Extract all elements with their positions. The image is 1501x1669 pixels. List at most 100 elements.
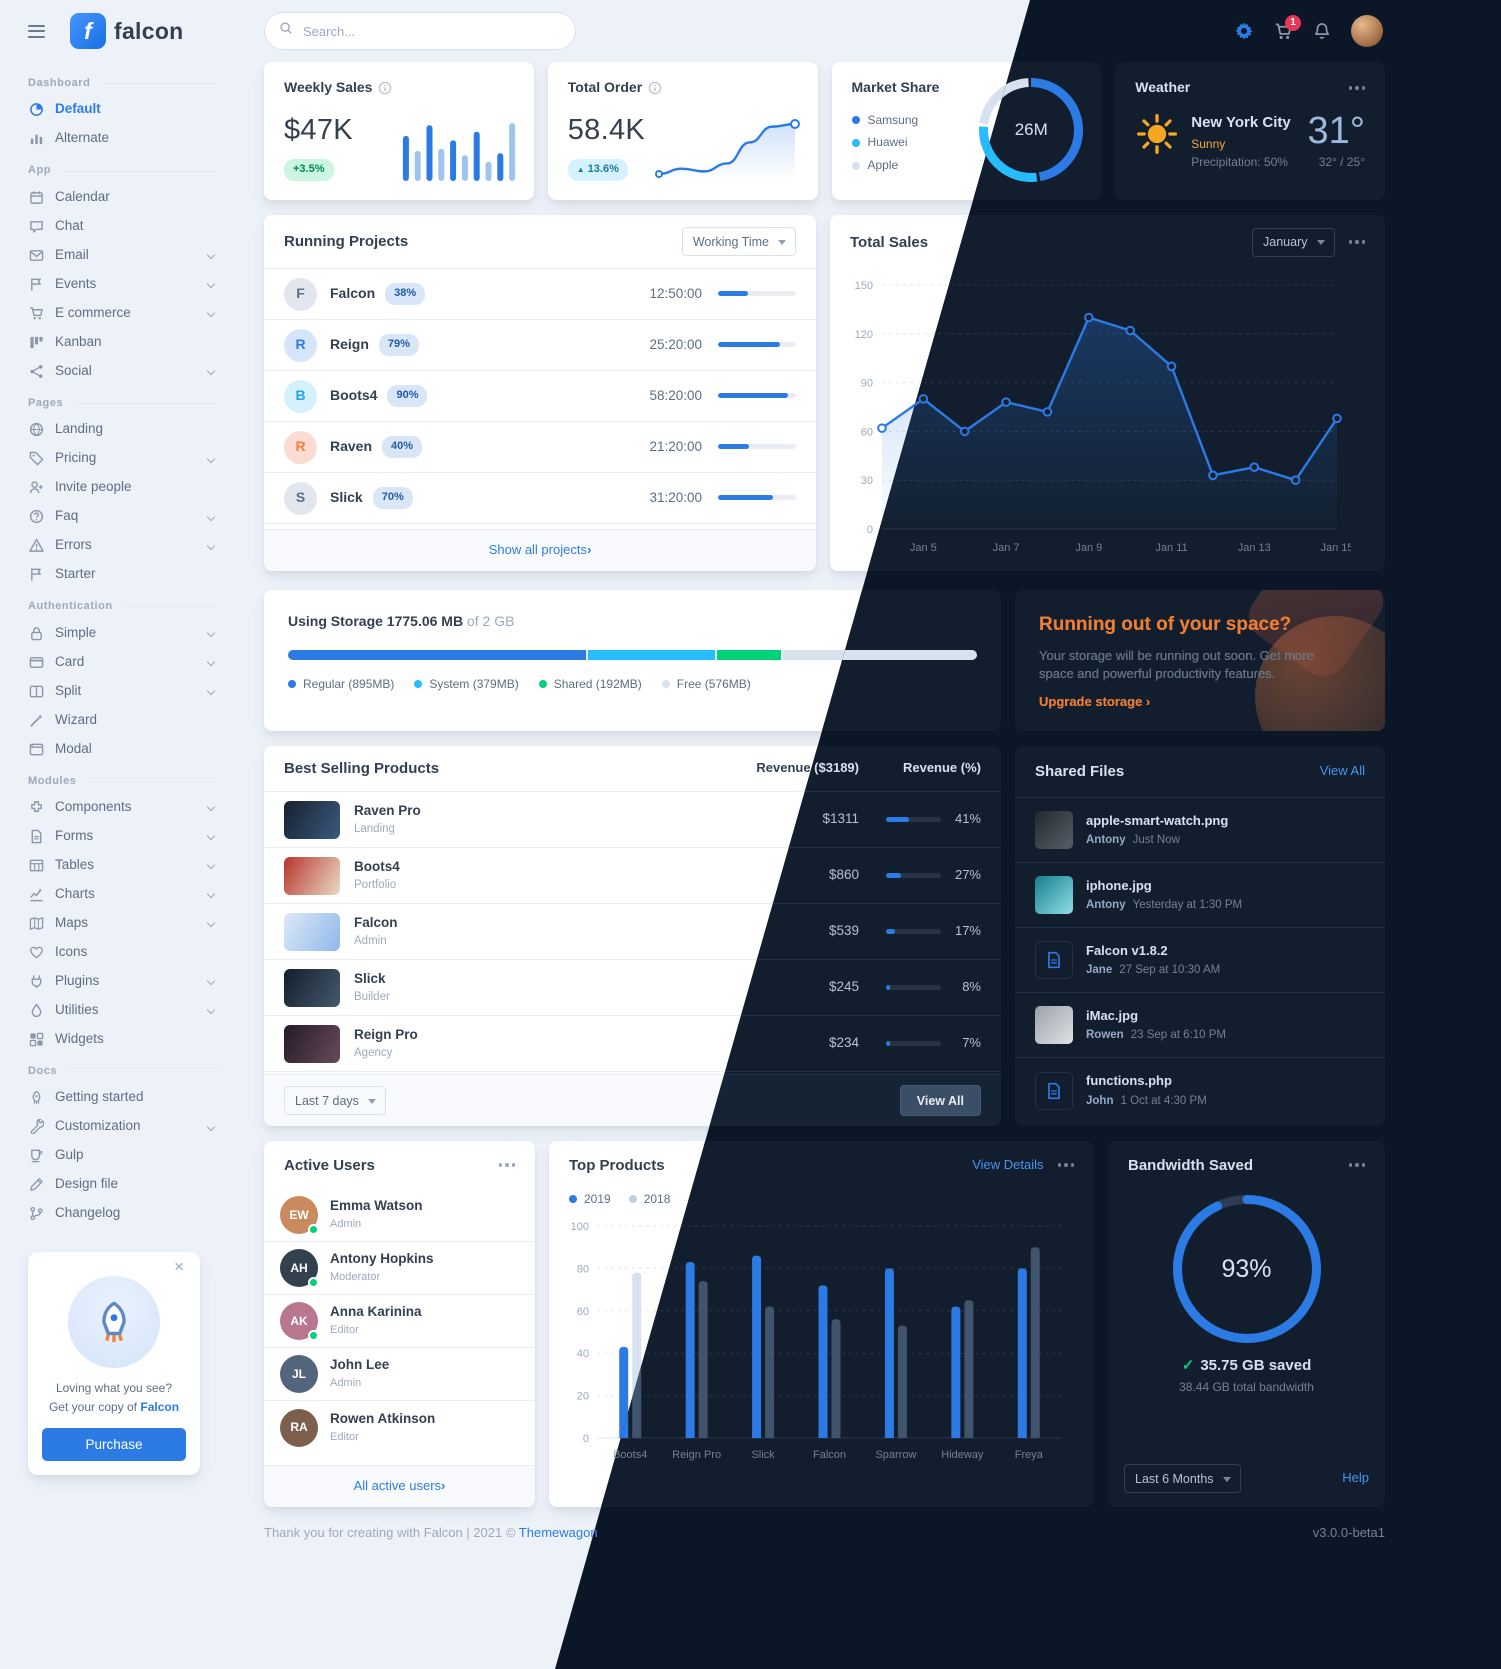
file-name-link[interactable]: iphone.jpg (1086, 877, 1152, 893)
sidebar-item-errors[interactable]: Errors (28, 531, 220, 560)
table-icon (28, 857, 44, 873)
user-name-link[interactable]: Anna Karinina (330, 1304, 422, 1320)
sidebar-item-charts[interactable]: Charts (28, 880, 220, 909)
sidebar-item-widgets[interactable]: Widgets (28, 1025, 220, 1054)
chevron-down-icon (206, 541, 216, 550)
more-options-icon[interactable] (498, 1163, 515, 1167)
hamburger-menu-button[interactable] (28, 24, 50, 38)
falcon-logo[interactable]: f falcon (70, 13, 184, 49)
sidebar-item-design-file[interactable]: Design file (28, 1170, 220, 1199)
sidebar-item-email[interactable]: Email (28, 241, 220, 270)
sidebar-item-e-commerce[interactable]: E commerce (28, 299, 220, 328)
sidebar-item-label: Components (55, 799, 132, 814)
month-select[interactable]: January (1252, 227, 1335, 257)
purchase-button[interactable]: Purchase (42, 1427, 186, 1461)
close-icon[interactable]: × (168, 1256, 190, 1278)
user-name-link[interactable]: Emma Watson (330, 1198, 423, 1214)
notifications-bell-button[interactable] (1313, 22, 1331, 40)
sidebar-item-forms[interactable]: Forms (28, 822, 220, 851)
svg-text:60: 60 (861, 426, 873, 438)
period-select[interactable]: Last 7 days (284, 1086, 386, 1115)
more-options-icon[interactable] (1057, 1163, 1074, 1167)
sidebar-item-utilities[interactable]: Utilities (28, 996, 220, 1025)
legend-item: Apple (851, 157, 1082, 174)
file-name-link[interactable]: Falcon v1.8.2 (1086, 942, 1168, 958)
user-name-link[interactable]: John Lee (330, 1357, 390, 1373)
sidebar-item-plugins[interactable]: Plugins (28, 967, 220, 996)
sidebar-item-label: Gulp (55, 1147, 84, 1163)
info-icon[interactable] (378, 81, 392, 95)
working-time-select[interactable]: Working Time (681, 227, 796, 256)
sidebar-item-default[interactable]: Default (28, 95, 220, 124)
sidebar-item-maps[interactable]: Maps (28, 909, 220, 938)
user-name-link[interactable]: Rowen Atkinson (330, 1410, 436, 1426)
file-name-link[interactable]: apple-smart-watch.png (1086, 812, 1229, 828)
file-name-link[interactable]: functions.php (1086, 1073, 1172, 1089)
months-select[interactable]: Last 6 Months (1124, 1464, 1241, 1493)
file-user-link[interactable]: Jane (1086, 964, 1113, 977)
sidebar-item-events[interactable]: Events (28, 270, 220, 299)
file-user-link[interactable]: Antony (1086, 899, 1126, 912)
market-share-title: Market Share (851, 79, 940, 95)
info-icon[interactable] (648, 81, 662, 95)
sidebar-item-kanban[interactable]: Kanban (28, 328, 220, 357)
more-options-icon[interactable] (1348, 86, 1365, 90)
sidebar-item-card[interactable]: Card (28, 648, 220, 677)
more-options-icon[interactable] (1348, 240, 1365, 244)
view-details-link[interactable]: View Details (972, 1156, 1044, 1172)
project-name-link[interactable]: Slick (330, 489, 363, 506)
sidebar-item-components[interactable]: Components (28, 793, 220, 822)
project-name-link[interactable]: Raven (330, 438, 373, 455)
project-name-link[interactable]: Reign (330, 336, 369, 353)
svg-text:80: 80 (577, 1263, 589, 1275)
sidebar-item-modal[interactable]: Modal (28, 735, 220, 764)
search-input[interactable] (301, 22, 561, 40)
sidebar-item-chat[interactable]: Chat (28, 212, 220, 241)
sidebar-item-pricing[interactable]: Pricing (28, 444, 220, 473)
project-name-link[interactable]: Falcon (330, 285, 376, 302)
search-box[interactable] (264, 12, 576, 50)
sidebar-item-wizard[interactable]: Wizard (28, 706, 220, 735)
themewagon-link[interactable]: Themewagon (518, 1525, 598, 1540)
falcon-copy-link[interactable]: Falcon (140, 1400, 180, 1415)
sidebar-item-calendar[interactable]: Calendar (28, 183, 220, 212)
sidebar-item-getting-started[interactable]: Getting started (28, 1083, 220, 1112)
sidebar-item-customization[interactable]: Customization (28, 1112, 220, 1141)
more-options-icon[interactable] (1348, 1163, 1365, 1167)
product-name-link[interactable]: Falcon (354, 914, 398, 930)
project-name-link[interactable]: Boots4 (330, 387, 378, 404)
sidebar-item-faq[interactable]: Faq (28, 502, 220, 531)
product-name-link[interactable]: Raven Pro (354, 802, 421, 818)
sidebar-item-alternate[interactable]: Alternate (28, 124, 220, 153)
sidebar-item-icons[interactable]: Icons (28, 938, 220, 967)
upgrade-storage-link[interactable]: Upgrade storage (1039, 693, 1150, 711)
cart-button[interactable]: 1 (1274, 14, 1301, 41)
file-user-link[interactable]: Antony (1086, 834, 1126, 847)
product-name-link[interactable]: Boots4 (354, 858, 400, 874)
sidebar-item-invite-people[interactable]: Invite people (28, 473, 220, 502)
sidebar-item-simple[interactable]: Simple (28, 619, 220, 648)
files-view-all-link[interactable]: View All (1319, 763, 1365, 779)
settings-gear-button[interactable] (1234, 21, 1254, 41)
help-link[interactable]: Help (1342, 1470, 1369, 1486)
sidebar-item-landing[interactable]: Landing (28, 415, 220, 444)
sidebar-item-social[interactable]: Social (28, 357, 220, 386)
view-all-button[interactable]: View All (899, 1085, 981, 1116)
sidebar-item-tables[interactable]: Tables (28, 851, 220, 880)
sidebar-item-split[interactable]: Split (28, 677, 220, 706)
chevron-down-icon (206, 251, 216, 260)
sidebar-item-starter[interactable]: Starter (28, 560, 220, 589)
sidebar-item-changelog[interactable]: Changelog (28, 1199, 220, 1228)
sidebar-item-gulp[interactable]: Gulp (28, 1141, 220, 1170)
product-name-link[interactable]: Slick (354, 970, 386, 986)
file-name-link[interactable]: iMac.jpg (1086, 1007, 1139, 1023)
show-all-projects-link[interactable]: Show all projects (264, 529, 816, 571)
user-avatar[interactable] (1351, 15, 1383, 47)
sidebar-item-label: Changelog (55, 1205, 121, 1221)
all-active-users-link[interactable]: All active users (264, 1465, 535, 1507)
product-name-link[interactable]: Reign Pro (354, 1026, 418, 1042)
user-name-link[interactable]: Antony Hopkins (330, 1251, 434, 1267)
file-user-link[interactable]: Rowen (1086, 1029, 1124, 1042)
file-user-link[interactable]: John (1086, 1094, 1114, 1107)
